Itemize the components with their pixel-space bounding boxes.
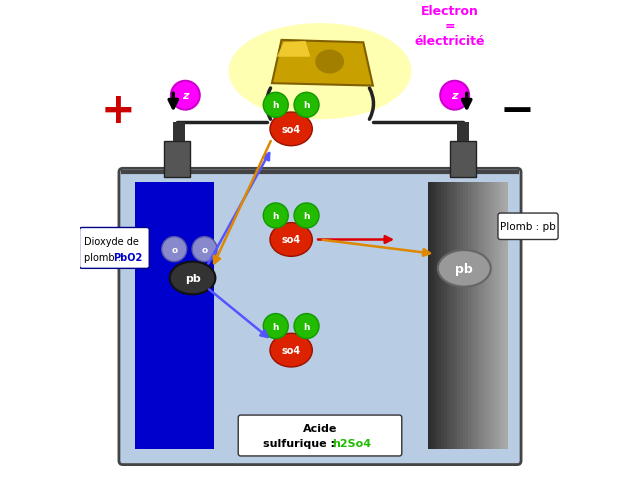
Bar [439, 182, 442, 449]
Bar [431, 182, 433, 449]
Bar [500, 182, 502, 449]
Bar [449, 182, 452, 449]
Ellipse shape [270, 113, 312, 146]
Bar [470, 182, 473, 449]
Ellipse shape [438, 251, 491, 287]
Text: +: + [100, 89, 135, 132]
Bar [457, 122, 469, 142]
Bar [454, 182, 458, 449]
FancyBboxPatch shape [238, 415, 402, 456]
FancyBboxPatch shape [79, 228, 149, 269]
Circle shape [263, 93, 288, 118]
Polygon shape [272, 41, 373, 86]
Bar [494, 182, 497, 449]
Bar [468, 182, 470, 449]
Text: z: z [451, 91, 458, 101]
Circle shape [294, 314, 319, 339]
Bar [476, 182, 479, 449]
Bar [505, 182, 508, 449]
Bar [444, 182, 447, 449]
Bar [442, 182, 444, 449]
Text: h2So4: h2So4 [332, 439, 371, 448]
Bar [481, 182, 484, 449]
Text: h: h [303, 212, 310, 220]
Text: h: h [303, 322, 310, 331]
Bar [465, 182, 468, 449]
Text: z: z [182, 91, 189, 101]
Text: Acide: Acide [303, 423, 337, 432]
Ellipse shape [270, 223, 312, 257]
Bar [484, 182, 486, 449]
Text: h: h [273, 101, 279, 110]
Text: so4: so4 [282, 346, 301, 355]
Circle shape [263, 314, 288, 339]
FancyBboxPatch shape [119, 169, 521, 465]
Bar [433, 182, 436, 449]
Bar [450, 142, 476, 178]
Bar [479, 182, 481, 449]
Text: PbO2: PbO2 [113, 252, 142, 263]
Ellipse shape [315, 50, 344, 74]
Text: h: h [273, 322, 279, 331]
Bar [486, 182, 489, 449]
Text: pb: pb [456, 262, 473, 276]
Bar [428, 182, 431, 449]
Circle shape [171, 82, 200, 110]
Bar [460, 182, 463, 449]
Bar [173, 122, 186, 142]
Text: o: o [171, 245, 177, 254]
Ellipse shape [228, 24, 412, 120]
Text: o: o [202, 245, 207, 254]
Text: Electron
=
électricité: Electron = électricité [415, 5, 485, 48]
Circle shape [263, 204, 288, 228]
Text: sulfurique :: sulfurique : [263, 439, 339, 448]
Circle shape [294, 93, 319, 118]
Text: Dioxyde de: Dioxyde de [84, 236, 139, 246]
Polygon shape [276, 42, 310, 58]
Text: so4: so4 [282, 235, 301, 245]
Bar [164, 142, 190, 178]
Bar [473, 182, 476, 449]
Bar [492, 182, 494, 449]
Bar [458, 182, 460, 449]
Circle shape [192, 237, 217, 262]
Bar [452, 182, 454, 449]
Bar [447, 182, 449, 449]
Circle shape [294, 204, 319, 228]
Bar [489, 182, 492, 449]
Circle shape [162, 237, 187, 262]
Bar [502, 182, 505, 449]
Text: pb: pb [185, 274, 200, 283]
Bar [463, 182, 465, 449]
Circle shape [440, 82, 469, 110]
Text: −: − [500, 89, 534, 132]
Text: Plomb : pb: Plomb : pb [500, 222, 556, 232]
Ellipse shape [170, 262, 216, 295]
Text: so4: so4 [282, 125, 301, 134]
Bar [497, 182, 500, 449]
Bar [135, 182, 214, 449]
Text: h: h [273, 212, 279, 220]
Bar [436, 182, 439, 449]
FancyBboxPatch shape [498, 214, 558, 240]
Text: plomb :: plomb : [84, 252, 124, 263]
Text: h: h [303, 101, 310, 110]
Ellipse shape [270, 334, 312, 367]
